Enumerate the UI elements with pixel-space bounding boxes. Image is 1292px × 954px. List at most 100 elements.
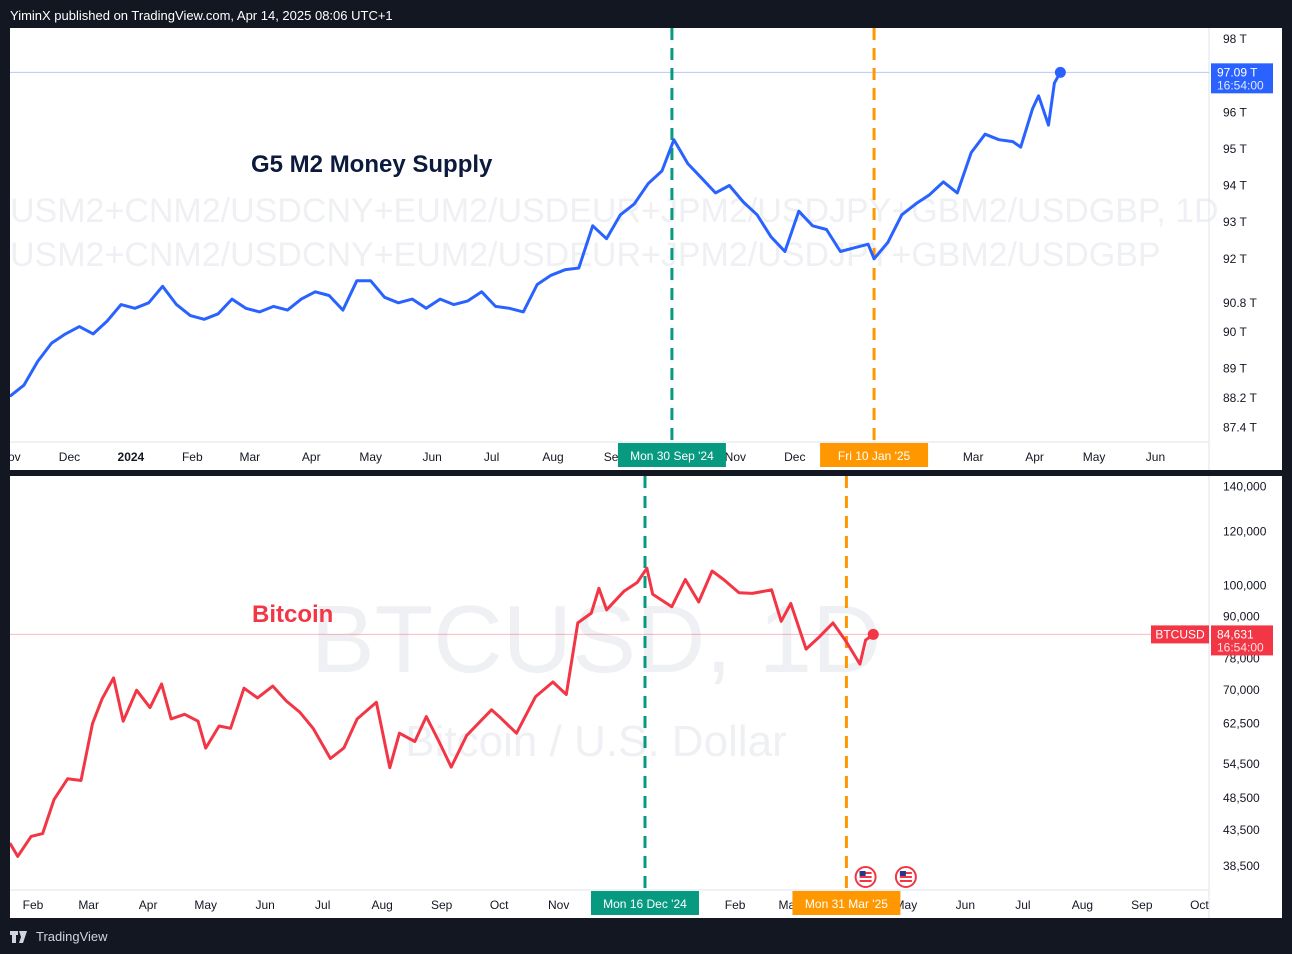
- data-point: [286, 309, 289, 311]
- data-point: [577, 267, 580, 269]
- date-marker-badge: [590, 891, 699, 915]
- data-point: [564, 269, 566, 271]
- data-point: [598, 587, 600, 590]
- data-point: [490, 708, 493, 711]
- data-point: [605, 237, 608, 240]
- data-point: [112, 677, 115, 679]
- x-tick-label: Aug: [1072, 898, 1093, 912]
- x-tick-label: Apr: [139, 898, 158, 912]
- data-point: [91, 722, 94, 725]
- data-point: [80, 779, 82, 782]
- data-point: [256, 697, 259, 699]
- watermark-text: USM2+CNM2/USDCNY+EUM2/USDEUR+JPM2/USDJPY…: [10, 236, 1161, 274]
- x-tick-label: Jun: [956, 898, 975, 912]
- date-marker-label: Fri 10 Jan '25: [838, 449, 911, 463]
- y-tick-label: 96 T: [1223, 105, 1247, 119]
- m2-chart-pane[interactable]: USM2+CNM2/USDCNY+EUM2/USDEUR+JPM2/USDJPY…: [0, 28, 1282, 470]
- data-point: [770, 236, 772, 238]
- data-point: [389, 766, 391, 769]
- data-point: [397, 301, 400, 304]
- data-point: [342, 309, 344, 311]
- data-point: [243, 687, 245, 689]
- data-point: [375, 701, 378, 704]
- data-point: [170, 718, 172, 720]
- data-point: [1031, 107, 1034, 110]
- tradingview-footer[interactable]: TradingView: [10, 926, 108, 948]
- data-point: [465, 734, 468, 737]
- data-point: [671, 605, 673, 608]
- btc-chart-pane[interactable]: BTCUSD, 1D Bitcoin / U.S. Dollar Bitcoin 14…: [8, 476, 1282, 918]
- data-point: [1053, 82, 1056, 84]
- data-point: [864, 639, 867, 641]
- y-tick-label: 87.4 T: [1223, 420, 1257, 434]
- y-tick-label: 98 T: [1223, 32, 1247, 46]
- data-point: [161, 285, 164, 288]
- data-point: [661, 170, 663, 172]
- data-point: [64, 333, 67, 335]
- x-tick-label: Mar: [78, 898, 99, 912]
- btc-chart[interactable]: BTCUSD, 1D Bitcoin / U.S. Dollar Bitcoin 14…: [8, 476, 1282, 918]
- data-point: [651, 593, 654, 596]
- data-point: [147, 301, 150, 304]
- data-point: [984, 133, 986, 136]
- data-point: [784, 250, 786, 253]
- data-point: [577, 622, 579, 624]
- data-point: [36, 360, 39, 363]
- x-tick-label: Feb: [725, 898, 746, 912]
- data-point: [175, 303, 178, 306]
- last-value-time: 16:54:00: [1217, 78, 1264, 92]
- data-point: [728, 184, 731, 187]
- data-point: [149, 706, 151, 709]
- x-tick-label: Nov: [725, 450, 746, 464]
- date-marker-badge: [792, 891, 901, 915]
- data-point: [16, 855, 19, 858]
- data-point: [590, 612, 593, 614]
- y-tick-label: 88.2 T: [1223, 391, 1257, 405]
- data-point: [453, 303, 455, 306]
- data-point: [101, 697, 103, 700]
- data-point: [550, 274, 552, 277]
- data-point: [825, 228, 828, 231]
- x-tick-label: May: [1083, 450, 1106, 464]
- data-point: [411, 298, 414, 300]
- data-point: [832, 622, 834, 624]
- last-point-dot: [1054, 66, 1066, 78]
- data-point: [356, 718, 359, 720]
- publish-header: YiminX published on TradingView.com, Apr…: [10, 8, 393, 23]
- data-point: [300, 298, 303, 300]
- data-point: [160, 683, 163, 685]
- data-point: [231, 298, 233, 300]
- date-marker-label: Mon 31 Mar '25: [805, 897, 888, 911]
- x-tick-label: Mar: [239, 450, 260, 464]
- x-tick-label: Apr: [1025, 450, 1044, 464]
- data-point: [552, 681, 554, 683]
- data-point: [942, 181, 945, 183]
- data-point: [928, 193, 931, 196]
- y-tick-label: 70,000: [1223, 683, 1260, 697]
- data-point: [646, 567, 648, 569]
- data-point: [398, 732, 401, 734]
- x-tick-label: Jun: [1146, 450, 1165, 464]
- date-marker-label: Mon 30 Sep '24: [630, 449, 714, 463]
- data-point: [298, 711, 301, 713]
- data-point: [480, 290, 483, 293]
- x-tick-label: Sep: [431, 898, 453, 912]
- watermark-text: Bitcoin / U.S. Dollar: [405, 717, 786, 766]
- x-tick-label: Jul: [315, 898, 330, 912]
- y-tick-label: 90,000: [1223, 609, 1260, 623]
- data-point: [914, 203, 917, 205]
- x-tick-label: Aug: [542, 450, 563, 464]
- data-point: [438, 742, 441, 744]
- data-point: [508, 307, 511, 310]
- data-point: [314, 290, 317, 293]
- data-point: [272, 685, 274, 687]
- data-point: [23, 384, 25, 387]
- data-point: [272, 305, 275, 308]
- m2-chart[interactable]: USM2+CNM2/USDCNY+EUM2/USDEUR+JPM2/USDJPY…: [0, 28, 1282, 470]
- data-point: [686, 162, 689, 165]
- watermark-text: BTCUSD, 1D: [311, 586, 882, 693]
- data-point: [92, 333, 95, 335]
- data-point: [536, 283, 538, 286]
- data-point: [328, 294, 330, 297]
- data-point: [636, 581, 639, 584]
